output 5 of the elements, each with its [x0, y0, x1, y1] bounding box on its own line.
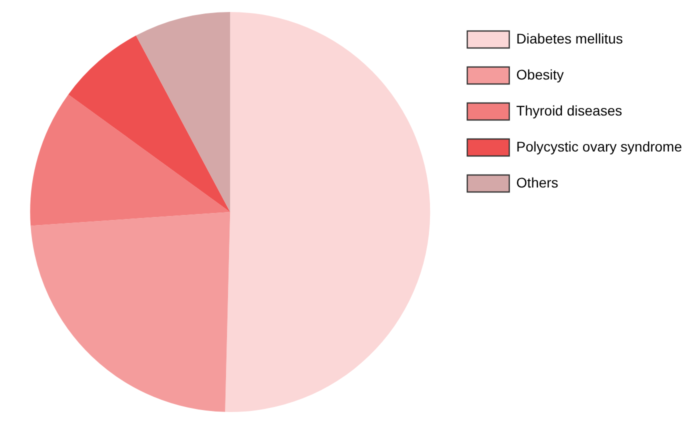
- legend-label: Polycystic ovary syndrome: [516, 138, 682, 154]
- legend-label: Obesity: [516, 66, 564, 82]
- legend-label: Thyroid diseases: [516, 102, 622, 118]
- legend-label: Diabetes mellitus: [516, 30, 623, 46]
- legend-label: Others: [516, 174, 558, 190]
